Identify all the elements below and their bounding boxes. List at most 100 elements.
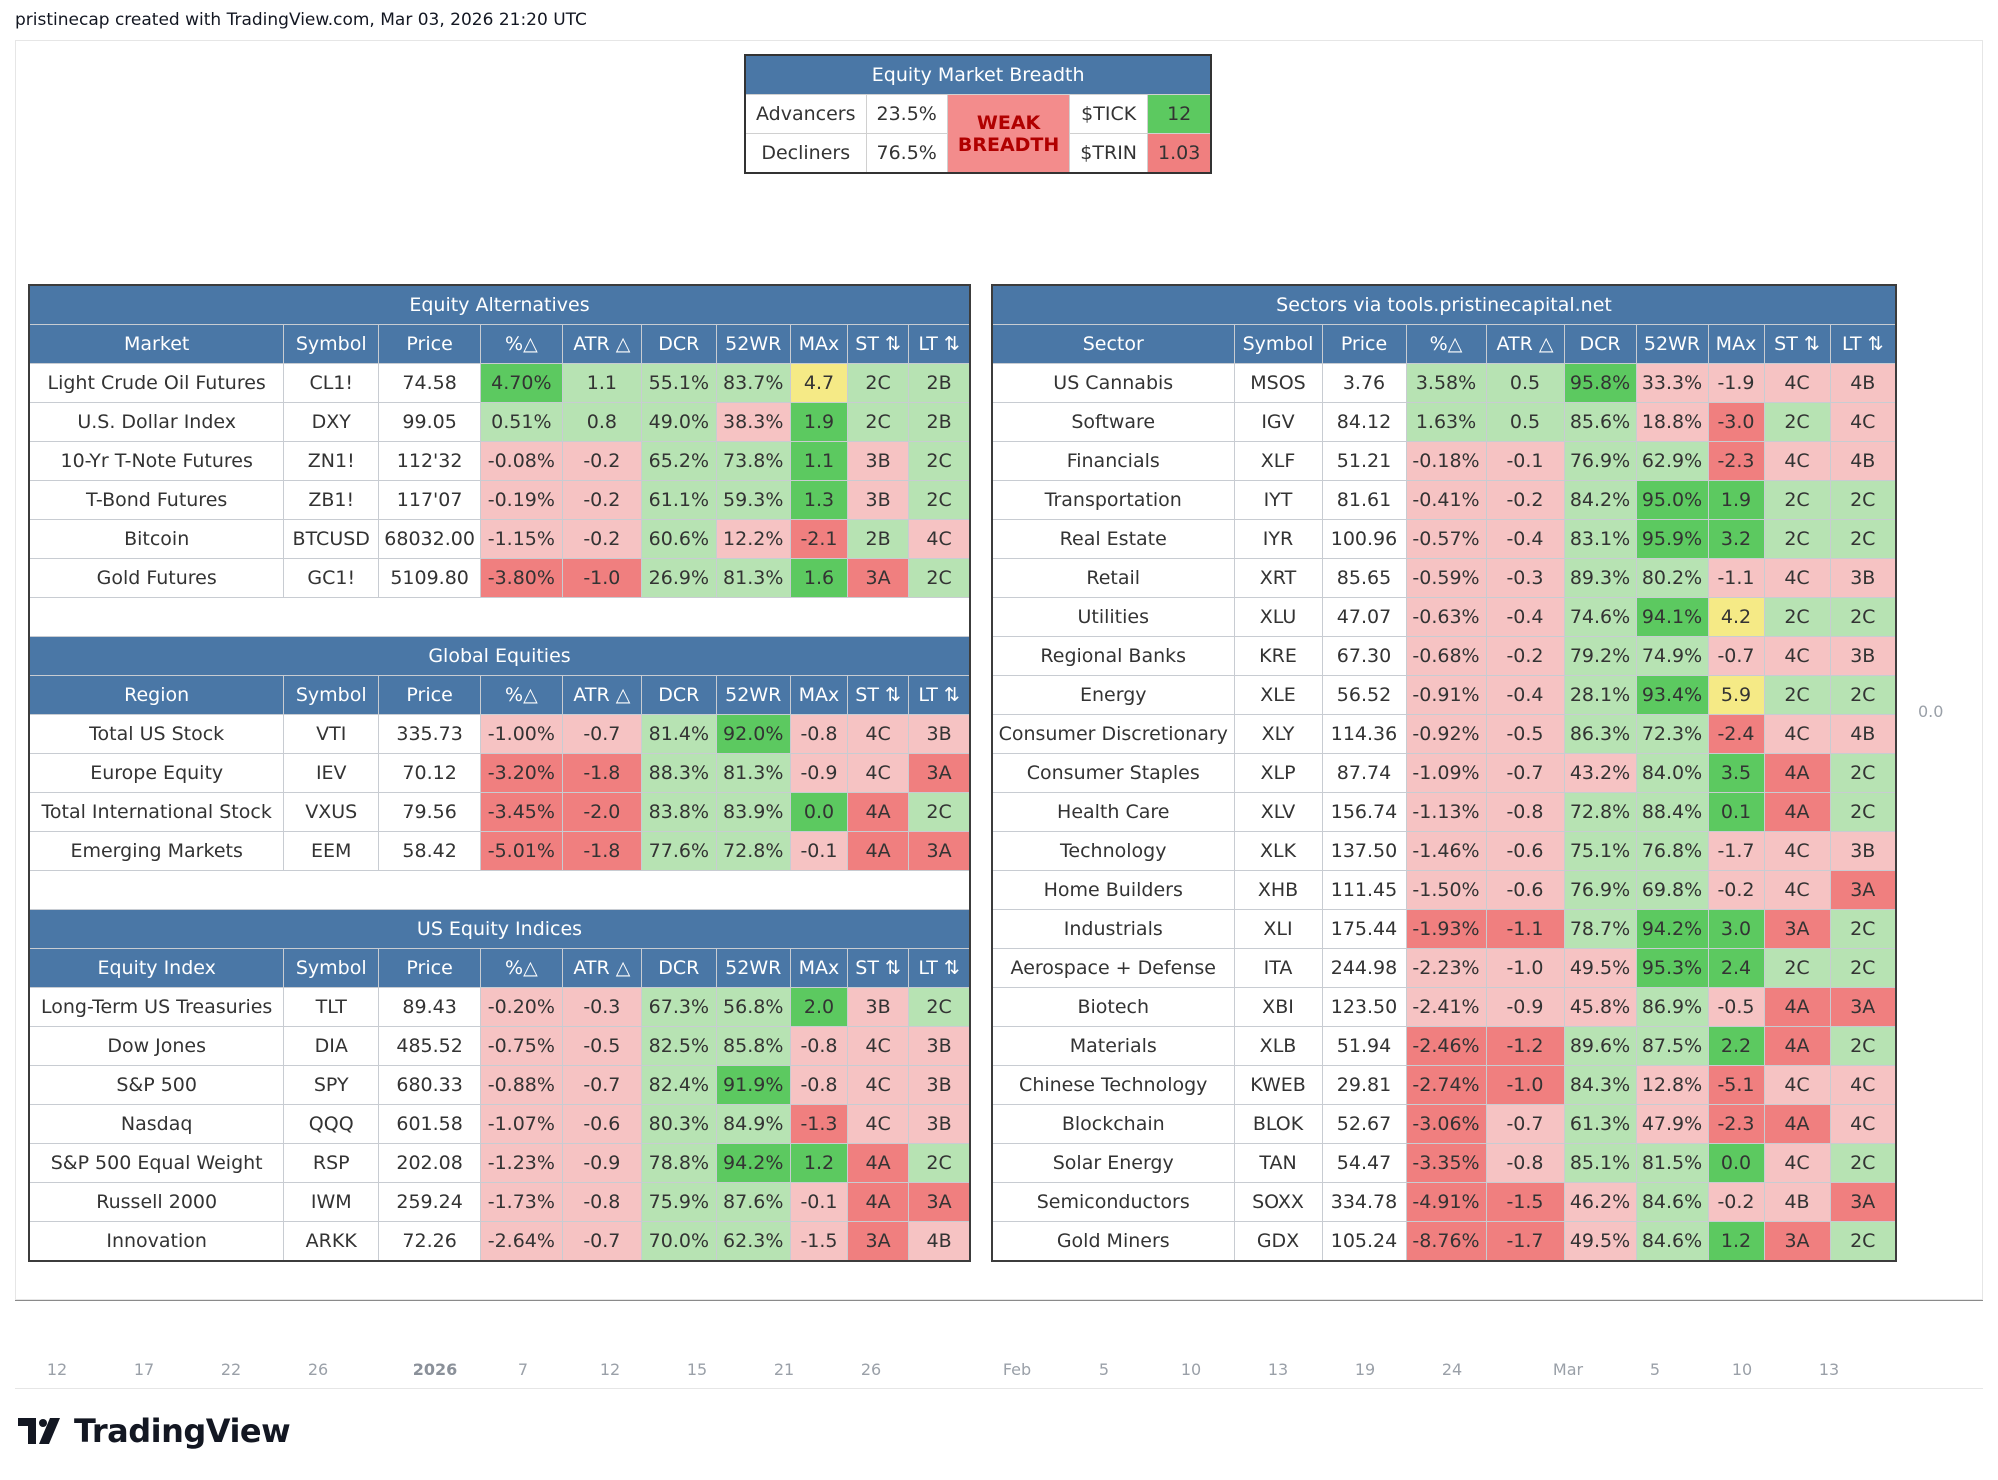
sector-row: Gold Miners GDX 105.24 -8.76% -1.7 49.5% 84.6%… xyxy=(991,1221,1897,1262)
cell-name: Aerospace + Defense xyxy=(991,948,1235,988)
cell-atr-change: -0.6 xyxy=(1485,870,1565,910)
cell-symbol: XLB xyxy=(1233,1026,1323,1066)
cell-st: 3B xyxy=(847,480,910,520)
sector-row: Semiconductors SOXX 334.78 -4.91% -1.5 46.2% 8… xyxy=(991,1182,1897,1222)
cell-price: 334.78 xyxy=(1321,1182,1407,1222)
cell-pct-change: -1.93% xyxy=(1405,909,1487,949)
cell-symbol: TAN xyxy=(1233,1143,1323,1183)
cell-52wr: 81.3% xyxy=(715,558,791,598)
us-equity-indices-header-row: Equity Index Symbol Price %△ ATR △ DCR 52WR MAx… xyxy=(28,948,971,988)
cell-st: 3B xyxy=(847,987,910,1027)
cell-atr-change: -0.5 xyxy=(561,1026,643,1066)
cell-st: 2C xyxy=(1763,675,1831,715)
cell-lt: 2C xyxy=(908,441,971,481)
cell-atr-change: -1.0 xyxy=(561,558,643,598)
cell-52wr: 88.4% xyxy=(1635,792,1709,832)
cell-lt: 3A xyxy=(908,1182,971,1222)
cell-price: 105.24 xyxy=(1321,1221,1407,1262)
equity-alternatives-row: Light Crude Oil Futures CL1! 74.58 4.70% 1.1… xyxy=(28,363,971,403)
cell-st: 3A xyxy=(847,1221,910,1262)
cell-52wr: 95.3% xyxy=(1635,948,1709,988)
time-axis[interactable]: 12 17 22 26 2026 7 12 15 21 26 Feb 5 10 13 19 24 Mar 5 10 1… xyxy=(15,1360,1983,1390)
cell-price: 175.44 xyxy=(1321,909,1407,949)
cell-lt: 3B xyxy=(1829,831,1897,871)
cell-lt: 3B xyxy=(1829,636,1897,676)
cell-lt: 2C xyxy=(1829,753,1897,793)
cell-lt: 2C xyxy=(1829,1143,1897,1183)
us-equity-indices-row: S&P 500 Equal Weight RSP 202.08 -1.23% -0.9 7… xyxy=(28,1143,971,1183)
column-header-max: MAx xyxy=(789,324,849,364)
column-header-52wr: 52WR xyxy=(715,675,791,715)
cell-st: 2C xyxy=(847,402,910,442)
column-header-lt: LT ⇅ xyxy=(908,675,971,715)
cell-name: Blockchain xyxy=(991,1104,1235,1144)
sector-row: Aerospace + Defense ITA 244.98 -2.23% -1.0 49… xyxy=(991,948,1897,988)
cell-name: Consumer Discretionary xyxy=(991,714,1235,754)
cell-dcr: 77.6% xyxy=(641,831,717,871)
tradingview-logo[interactable]: TradingView xyxy=(18,1412,291,1450)
cell-st: 4A xyxy=(1763,1026,1831,1066)
column-header-name: Sector xyxy=(991,324,1235,364)
cell-max: -0.7 xyxy=(1707,636,1765,676)
cell-atr-change: -0.3 xyxy=(1485,558,1565,598)
time-axis-tick: 24 xyxy=(1441,1360,1463,1379)
sector-row: Home Builders XHB 111.45 -1.50% -0.6 76.9% 69.… xyxy=(991,870,1897,910)
cell-price: 72.26 xyxy=(378,1221,482,1262)
cell-symbol: IWM xyxy=(283,1182,380,1222)
cell-52wr: 92.0% xyxy=(715,714,791,754)
cell-52wr: 85.8% xyxy=(715,1026,791,1066)
cell-pct-change: -0.18% xyxy=(1405,441,1487,481)
cell-atr-change: -0.7 xyxy=(561,714,643,754)
column-header-dcr: DCR xyxy=(1563,324,1637,364)
cell-st: 2C xyxy=(1763,402,1831,442)
cell-max: 1.2 xyxy=(1707,1221,1765,1262)
cell-max: -1.9 xyxy=(1707,363,1765,403)
cell-dcr: 49.5% xyxy=(1563,1221,1637,1262)
chart-pane[interactable] xyxy=(15,40,1983,1300)
time-axis-tick: 15 xyxy=(686,1360,708,1379)
cell-max: 3.0 xyxy=(1707,909,1765,949)
time-axis-tick: 26 xyxy=(860,1360,882,1379)
cell-atr-change: 1.1 xyxy=(561,363,643,403)
cell-price: 601.58 xyxy=(378,1104,482,1144)
cell-symbol: KWEB xyxy=(1233,1065,1323,1105)
cell-52wr: 18.8% xyxy=(1635,402,1709,442)
pane-divider[interactable] xyxy=(15,1300,1983,1301)
cell-price: 117'07 xyxy=(378,480,482,520)
cell-lt: 2C xyxy=(908,792,971,832)
cell-symbol: KRE xyxy=(1233,636,1323,676)
cell-name: US Cannabis xyxy=(991,363,1235,403)
cell-symbol: QQQ xyxy=(283,1104,380,1144)
cell-lt: 4C xyxy=(1829,1104,1897,1144)
cell-price: 3.76 xyxy=(1321,363,1407,403)
sector-row: Retail XRT 85.65 -0.59% -0.3 89.3% 80.2% -1.1 4C… xyxy=(991,558,1897,598)
us-equity-indices-title: US Equity Indices xyxy=(28,909,971,949)
cell-st: 2C xyxy=(1763,948,1831,988)
column-header-max: MAx xyxy=(789,948,849,988)
global-equities-row: Emerging Markets EEM 58.42 -5.01% -1.8 77.6% 7… xyxy=(28,831,971,871)
cell-symbol: IYT xyxy=(1233,480,1323,520)
cell-symbol: BTCUSD xyxy=(283,519,380,559)
price-scale-value: 0.0 xyxy=(1918,702,1944,721)
us-equity-indices-title-row: US Equity Indices xyxy=(28,909,971,949)
cell-name: Gold Miners xyxy=(991,1221,1235,1262)
cell-52wr: 95.9% xyxy=(1635,519,1709,559)
cell-pct-change: 3.58% xyxy=(1405,363,1487,403)
column-header-pct-change: %△ xyxy=(480,675,563,715)
cell-name: Total US Stock xyxy=(28,714,285,754)
global-equities-row: Total International Stock VXUS 79.56 -3.45%… xyxy=(28,792,971,832)
cell-dcr: 81.4% xyxy=(641,714,717,754)
cell-st: 4C xyxy=(1763,636,1831,676)
cell-pct-change: -0.41% xyxy=(1405,480,1487,520)
cell-52wr: 62.3% xyxy=(715,1221,791,1262)
cell-st: 4C xyxy=(1763,1143,1831,1183)
cell-atr-change: -2.0 xyxy=(561,792,643,832)
cell-dcr: 95.8% xyxy=(1563,363,1637,403)
cell-lt: 2C xyxy=(1829,909,1897,949)
cell-atr-change: -0.4 xyxy=(1485,597,1565,637)
equity-alternatives-title: Equity Alternatives xyxy=(28,284,971,325)
cell-lt: 3A xyxy=(908,753,971,793)
cell-max: 4.2 xyxy=(1707,597,1765,637)
cell-pct-change: -1.00% xyxy=(480,714,563,754)
chart-author-header: pristinecap created with TradingView.com… xyxy=(15,10,587,30)
